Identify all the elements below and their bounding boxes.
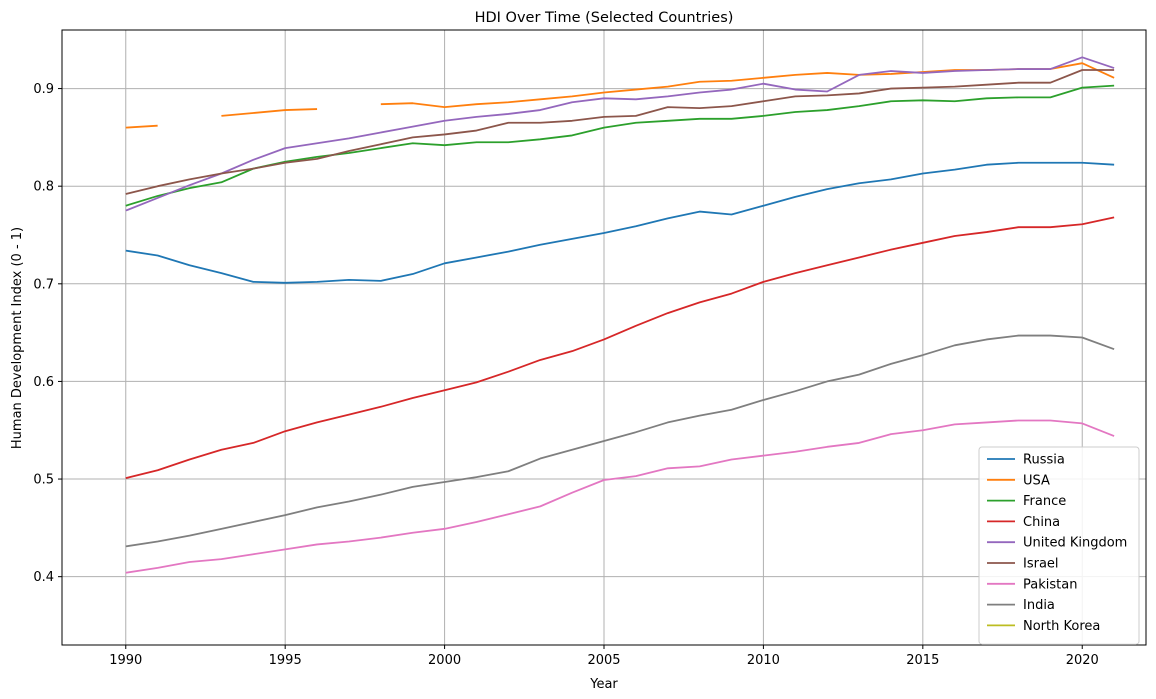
series-lines bbox=[125, 56, 1115, 574]
y-tick-label: 0.9 bbox=[33, 82, 54, 97]
y-tick-label: 0.7 bbox=[33, 277, 54, 292]
y-tick-label: 0.6 bbox=[33, 375, 54, 390]
y-axis-label: Human Development Index (0 - 1) bbox=[10, 227, 25, 449]
series-israel bbox=[125, 69, 1115, 195]
series-line-china bbox=[125, 216, 1115, 479]
series-line-russia bbox=[125, 161, 1115, 284]
legend-label-india: India bbox=[1023, 598, 1055, 613]
legend-label-usa: USA bbox=[1023, 473, 1050, 488]
legend-label-united-kingdom: United Kingdom bbox=[1023, 536, 1127, 551]
grid bbox=[62, 30, 1146, 645]
series-usa bbox=[125, 62, 1115, 129]
legend-label-pakistan: Pakistan bbox=[1023, 577, 1077, 592]
x-tick-label: 2000 bbox=[428, 653, 461, 668]
series-line-pakistan bbox=[125, 419, 1115, 574]
series-line-israel bbox=[125, 69, 1115, 195]
x-tick-label: 1995 bbox=[269, 653, 302, 668]
x-axis-label: Year bbox=[589, 677, 618, 692]
legend-label-israel: Israel bbox=[1023, 557, 1059, 572]
x-tick-label: 2015 bbox=[906, 653, 939, 668]
x-tick-label: 2005 bbox=[587, 653, 620, 668]
legend-box bbox=[978, 446, 1140, 645]
legend: Russia USA France China United Kingdom Israel… bbox=[978, 446, 1140, 645]
y-tick-label: 0.5 bbox=[33, 473, 54, 488]
series-france bbox=[125, 84, 1115, 207]
legend-label-france: France bbox=[1023, 494, 1066, 509]
series-line-india bbox=[125, 334, 1115, 548]
series-pakistan bbox=[125, 419, 1115, 574]
series-line-usa bbox=[125, 124, 158, 129]
legend-label-china: China bbox=[1023, 515, 1060, 530]
series-line-france bbox=[125, 84, 1115, 207]
legend-label-north-korea: North Korea bbox=[1023, 619, 1100, 634]
axis-ticks: 1990 1995 2000 2005 2010 2015 2020 0.4 0.5 0.6 0.7… bbox=[33, 82, 1098, 668]
series-line-united-kingdom bbox=[125, 56, 1115, 212]
x-tick-label: 2020 bbox=[1066, 653, 1099, 668]
series-line-usa bbox=[221, 108, 318, 117]
x-tick-label: 1990 bbox=[109, 653, 142, 668]
series-india bbox=[125, 334, 1115, 548]
y-tick-label: 0.8 bbox=[33, 180, 54, 195]
legend-label-russia: Russia bbox=[1023, 453, 1065, 468]
y-tick-label: 0.4 bbox=[33, 570, 54, 585]
series-china bbox=[125, 216, 1115, 479]
series-russia bbox=[125, 161, 1115, 284]
series-united-kingdom bbox=[125, 56, 1115, 212]
chart-title: HDI Over Time (Selected Countries) bbox=[475, 10, 734, 26]
x-tick-label: 2010 bbox=[747, 653, 780, 668]
